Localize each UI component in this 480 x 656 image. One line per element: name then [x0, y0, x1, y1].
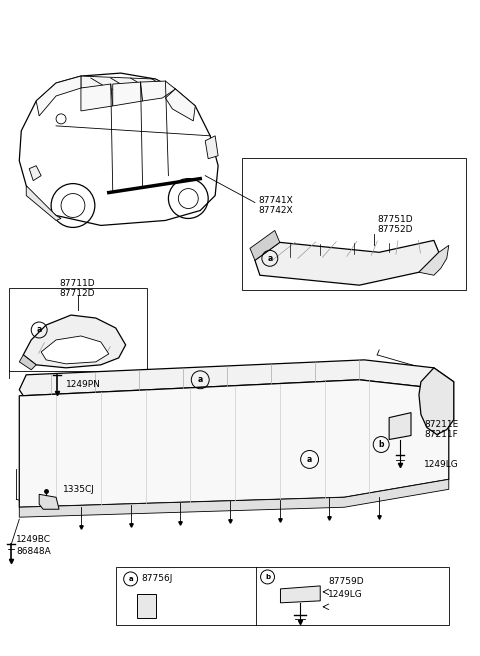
Text: 87756J: 87756J — [142, 575, 173, 583]
Polygon shape — [419, 368, 454, 434]
Polygon shape — [26, 186, 61, 220]
Text: 87712D: 87712D — [59, 289, 95, 298]
Polygon shape — [250, 230, 280, 260]
Polygon shape — [280, 586, 320, 603]
Text: 87741X: 87741X — [258, 196, 293, 205]
FancyBboxPatch shape — [137, 594, 156, 618]
Polygon shape — [255, 240, 439, 285]
Text: 86848A: 86848A — [16, 546, 51, 556]
Polygon shape — [23, 315, 126, 368]
Polygon shape — [449, 382, 454, 424]
Text: 87711D: 87711D — [59, 279, 95, 288]
Polygon shape — [141, 81, 175, 101]
Text: 1335CJ: 1335CJ — [63, 485, 95, 494]
Polygon shape — [19, 480, 449, 517]
Polygon shape — [36, 76, 81, 116]
Polygon shape — [113, 82, 143, 106]
Polygon shape — [419, 245, 449, 276]
Text: b: b — [265, 574, 270, 580]
Text: 87751D: 87751D — [377, 215, 413, 224]
Text: 1249PN: 1249PN — [66, 380, 101, 389]
Text: 1249LG: 1249LG — [328, 590, 363, 600]
Polygon shape — [19, 360, 454, 396]
Text: 87752D: 87752D — [377, 225, 413, 234]
Text: b: b — [378, 440, 384, 449]
Polygon shape — [205, 136, 218, 159]
Polygon shape — [19, 355, 36, 370]
Text: 87211F: 87211F — [424, 430, 457, 439]
Text: a: a — [307, 455, 312, 464]
Polygon shape — [41, 336, 109, 364]
Polygon shape — [389, 413, 411, 440]
Polygon shape — [166, 89, 195, 121]
Text: a: a — [128, 576, 133, 582]
Text: 1249BC: 1249BC — [16, 535, 51, 544]
Polygon shape — [81, 84, 113, 111]
Text: 87742X: 87742X — [258, 206, 292, 215]
Polygon shape — [39, 494, 59, 509]
Polygon shape — [19, 380, 449, 507]
Polygon shape — [81, 76, 175, 91]
Polygon shape — [19, 73, 218, 226]
Text: a: a — [198, 375, 203, 384]
Text: a: a — [267, 254, 273, 263]
Text: a: a — [36, 325, 42, 335]
Polygon shape — [29, 166, 41, 180]
Text: 1249LG: 1249LG — [424, 460, 459, 469]
Text: 87759D: 87759D — [328, 577, 364, 586]
Text: 87211E: 87211E — [424, 420, 458, 429]
